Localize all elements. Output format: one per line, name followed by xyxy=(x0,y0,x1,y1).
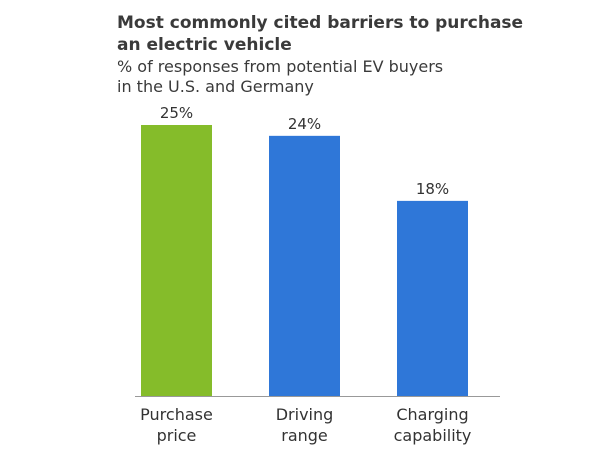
category-label-0-line-2: price xyxy=(157,426,197,445)
chart-subtitle: % of responses from potential EV buyers … xyxy=(117,57,587,97)
bar-0 xyxy=(141,125,212,396)
category-label-2-line-2: capability xyxy=(394,426,472,445)
category-label-0-line-1: Purchase xyxy=(140,405,213,424)
value-label-1: 24% xyxy=(288,115,321,133)
bar-2 xyxy=(397,200,468,396)
bar-1 xyxy=(269,135,340,396)
chart-subtitle-line-2: in the U.S. and Germany xyxy=(117,77,314,96)
category-label-2-line-1: Charging xyxy=(396,405,468,424)
category-label-1-line-2: range xyxy=(281,426,328,445)
chart-title: Most commonly cited barriers to purchase… xyxy=(117,12,587,56)
chart-subtitle-line-1: % of responses from potential EV buyers xyxy=(117,57,444,76)
value-label-2: 18% xyxy=(416,180,449,198)
chart-title-line-1: Most commonly cited barriers to purchase xyxy=(117,13,524,33)
value-label-0: 25% xyxy=(160,104,193,122)
category-label-1-line-1: Driving xyxy=(276,405,334,424)
chart-title-line-2: an electric vehicle xyxy=(117,35,292,55)
